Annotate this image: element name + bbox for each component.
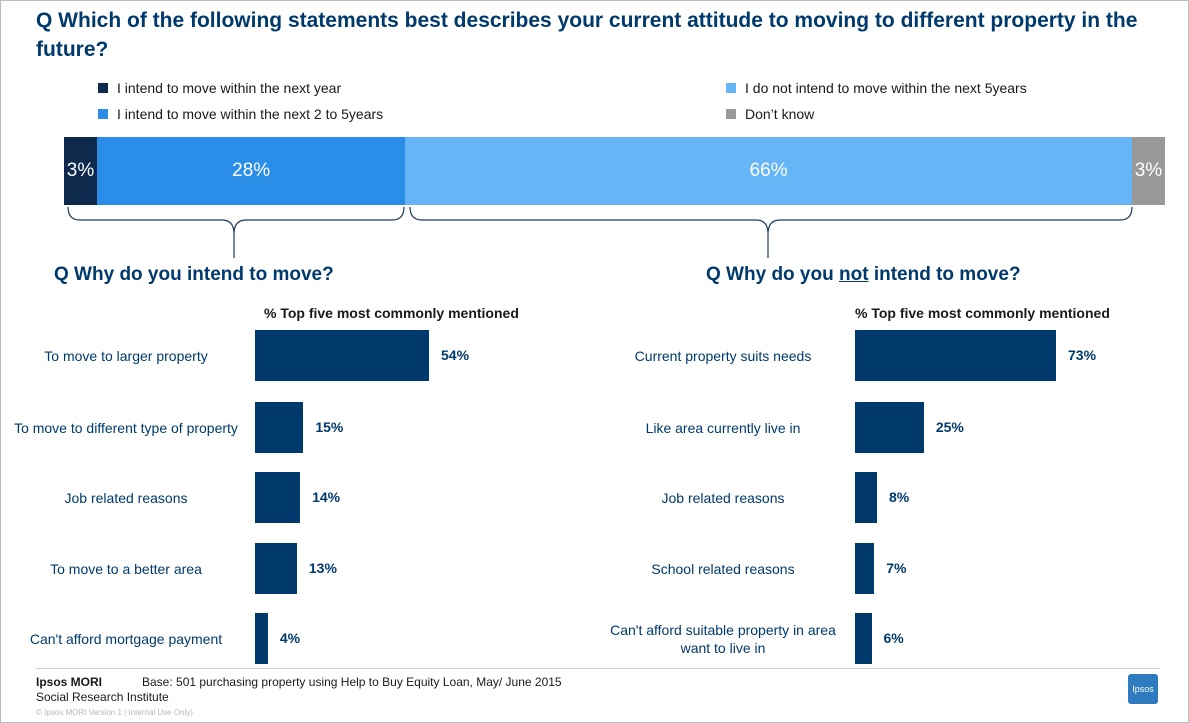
- chart-title: Q Which of the following statements best…: [36, 9, 1138, 61]
- right-question: Q Why do you not intend to move?: [706, 264, 1021, 286]
- left-brace: [67, 206, 405, 235]
- bar: [855, 613, 872, 664]
- bar-value-label: 7%: [886, 559, 907, 576]
- stack-segment-label: 28%: [232, 160, 271, 181]
- category-label: Job related reasons: [661, 489, 785, 506]
- category-label: To move to a better area: [50, 560, 202, 577]
- bar-value-label: 13%: [308, 559, 337, 576]
- category-label: Can't afford suitable property in area w…: [610, 621, 836, 656]
- bar: [855, 472, 878, 523]
- legend-label: I intend to move within the next 2 to 5y…: [117, 106, 384, 122]
- bar: [255, 330, 429, 381]
- footer-divider: [36, 668, 1160, 669]
- category-label: Can't afford mortgage payment: [29, 630, 223, 647]
- stack-segment: 3%: [64, 137, 98, 205]
- left-question: Q Why do you intend to move?: [54, 264, 334, 286]
- ipsos-logo: Ipsos: [1128, 674, 1158, 704]
- legend-swatch: [726, 83, 736, 93]
- right-question-rest: intend to move?: [868, 264, 1021, 285]
- legend-item-not-within-5-years: I do not intend to move within the next …: [726, 80, 1027, 96]
- category-label: Job related reasons: [64, 489, 188, 506]
- legend-label: I do not intend to move within the next …: [745, 80, 1027, 96]
- legend-swatch: [726, 109, 736, 119]
- bar: [255, 613, 268, 664]
- footer-copyright: © Ipsos MORI Version 1 | Internal Use On…: [36, 708, 193, 717]
- category-label: To move to different type of property: [14, 419, 238, 436]
- bar: [855, 330, 1056, 381]
- stack-segment-label: 3%: [66, 160, 95, 181]
- stack-segment: 3%: [1131, 137, 1165, 205]
- bar: [255, 543, 297, 594]
- left-question-prefix: Q Why do you: [54, 264, 187, 285]
- right-question-underlined: not: [839, 264, 869, 285]
- right-brace: [409, 206, 1133, 235]
- legend-swatch: [98, 83, 108, 93]
- footer-brand: Ipsos MORI: [36, 675, 103, 689]
- legend-item-dont-know: Don’t know: [726, 106, 814, 122]
- bar: [855, 543, 875, 594]
- right-question-prefix: Q Why do you: [706, 264, 839, 285]
- stacked-attitude-bar: 3% 28% 66% 3%: [64, 137, 1165, 205]
- bar-value-label: 15%: [315, 418, 344, 435]
- bar-value-label: 14%: [312, 488, 341, 505]
- bar-value-label: 25%: [935, 418, 964, 435]
- bar: [855, 402, 924, 453]
- category-label: Like area currently live in: [645, 419, 801, 436]
- grouping-braces: [67, 206, 1133, 258]
- category-label: To move to larger property: [44, 347, 208, 364]
- left-column-header: % Top five most commonly mentioned: [264, 305, 519, 321]
- category-label: School related reasons: [651, 560, 795, 577]
- legend-label: Don’t know: [745, 106, 815, 122]
- bar: [255, 402, 304, 453]
- bar-value-label: 54%: [441, 346, 470, 363]
- bar-value-label: 4%: [279, 629, 301, 646]
- bar-value-label: 6%: [883, 629, 904, 646]
- stack-segment: 28%: [97, 137, 406, 205]
- legend-label: I intend to move within the next year: [117, 80, 342, 96]
- legend-item-2-to-5-years: I intend to move within the next 2 to 5y…: [98, 106, 383, 122]
- bar-value-label: 73%: [1068, 346, 1097, 363]
- left-question-rest: intend to move?: [187, 264, 334, 285]
- legend-item-next-year: I intend to move within the next year: [98, 80, 341, 96]
- footer-brand-sub: Social Research Institute: [36, 690, 169, 704]
- right-column-header: % Top five most commonly mentioned: [855, 305, 1110, 321]
- bar-value-label: 8%: [889, 488, 910, 505]
- stack-segment-label: 66%: [749, 160, 788, 181]
- stack-segment: 66%: [405, 137, 1132, 205]
- footer-base: Base: 501 purchasing property using Help…: [142, 675, 562, 689]
- legend-swatch: [98, 109, 108, 119]
- category-label: Current property suits needs: [634, 347, 812, 364]
- stack-segment-label: 3%: [1134, 160, 1163, 181]
- bar: [255, 472, 301, 523]
